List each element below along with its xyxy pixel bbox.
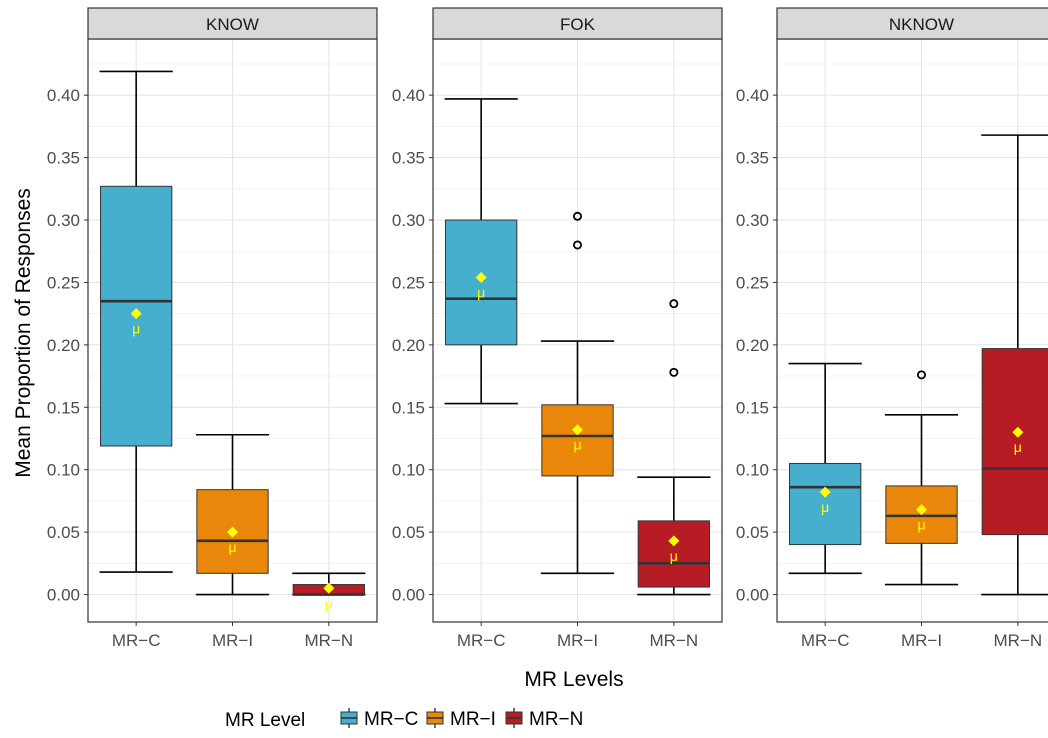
mean-marker [130, 308, 142, 320]
y-tick-label: 0.35 [47, 149, 80, 168]
mean-label: μ [917, 517, 925, 533]
facet-panels: μ μ μ KNOW 0.00 0.05 0.10 0.15 0.20 0.25 0.30 0.35 0… [47, 7, 1048, 650]
y-tick-label: 0.00 [47, 586, 80, 605]
mean-marker [1012, 426, 1024, 438]
y-tick-label: 0.30 [47, 211, 80, 230]
y-tick-label: 0.10 [392, 461, 425, 480]
legend: MR Level MR−C MR−I MR−N [225, 708, 583, 731]
y-tick-label: 0.40 [47, 86, 80, 105]
mean-marker [572, 424, 583, 436]
x-tick-label: MR−C [801, 631, 850, 650]
y-tick-label: 0.00 [392, 586, 425, 605]
outlier-point [669, 367, 679, 377]
box-iqr [541, 404, 614, 477]
legend-entry-2: MR−N [505, 708, 583, 730]
box-know-0: μ [99, 70, 173, 573]
facet-panel-know: μ μ μ KNOW 0.00 0.05 0.10 0.15 0.20 0.25 0.30 0.35 0… [47, 7, 378, 650]
facet-panel-nknow: μ μ μ NKNOW 0.00 0.05 0.10 0.15 0.20 0.25 0.30 0.35… [736, 7, 1048, 650]
x-tick-label: MR−N [994, 631, 1043, 650]
facet-strip [87, 7, 378, 40]
facet-strip-label: NKNOW [889, 15, 954, 34]
legend-entry-label: MR−N [529, 709, 583, 730]
box-fok-1: μ [540, 211, 615, 575]
y-tick-label: 0.05 [392, 523, 425, 542]
mean-marker [668, 535, 680, 547]
facet-strip [432, 7, 723, 40]
box-iqr [981, 348, 1048, 536]
legend-entry-label: MR−C [364, 709, 418, 730]
x-axis-title: MR Levels [524, 668, 623, 691]
y-tick-label: 0.15 [736, 398, 769, 417]
mean-label: μ [132, 321, 140, 337]
mean-marker [916, 504, 927, 516]
box-nknow-1: μ [884, 370, 959, 586]
y-tick-label: 0.05 [47, 523, 80, 542]
facet-strip [776, 7, 1048, 40]
mean-label: μ [325, 595, 333, 611]
y-tick-label: 0.20 [736, 336, 769, 355]
facet-panel-fok: μ μ μ FOK 0.00 0.05 0.10 0.15 0.20 0.25 0.30 0.35 0.… [392, 7, 723, 650]
y-tick-label: 0.25 [47, 273, 80, 292]
legend-title: MR Level [225, 710, 305, 731]
y-tick-label: 0.25 [736, 273, 769, 292]
y-tick-label: 0.35 [392, 149, 425, 168]
mean-label: μ [228, 539, 236, 555]
x-tick-label: MR−N [650, 631, 699, 650]
mean-label: μ [821, 499, 829, 515]
box-nknow-0: μ [788, 362, 862, 575]
y-tick-label: 0.05 [736, 523, 769, 542]
legend-entry-label: MR−I [450, 709, 496, 730]
mean-label: μ [477, 284, 485, 300]
y-tick-label: 0.15 [47, 398, 80, 417]
outlier-point [917, 370, 927, 380]
outlier-point [573, 211, 583, 221]
outlier-point [669, 299, 679, 309]
facet-strip-label: FOK [560, 15, 596, 34]
mean-marker [819, 486, 831, 498]
y-tick-label: 0.10 [736, 461, 769, 480]
mean-marker [323, 582, 335, 594]
y-axis-title: Mean Proportion of Responses [12, 188, 35, 478]
box-fok-0: μ [444, 98, 518, 405]
legend-entry-0: MR−C [340, 708, 418, 730]
mean-label: μ [670, 548, 678, 564]
x-tick-label: MR−C [112, 631, 161, 650]
legend-entry-1: MR−I [426, 708, 496, 730]
mean-label: μ [573, 437, 581, 453]
y-tick-label: 0.30 [736, 211, 769, 230]
box-fok-2: μ [637, 299, 711, 596]
y-tick-label: 0.15 [392, 398, 425, 417]
box-iqr [637, 520, 710, 588]
y-tick-label: 0.10 [47, 461, 80, 480]
y-tick-label: 0.25 [392, 273, 425, 292]
y-tick-label: 0.40 [736, 86, 769, 105]
outlier-point [573, 240, 583, 250]
y-tick-label: 0.30 [392, 211, 425, 230]
y-tick-label: 0.40 [392, 86, 425, 105]
box-know-2: μ [292, 572, 366, 611]
box-know-1: μ [195, 433, 270, 596]
x-tick-label: MR−I [212, 631, 253, 650]
facet-strip-label: KNOW [206, 15, 259, 34]
x-tick-label: MR−I [901, 631, 942, 650]
x-tick-label: MR−C [457, 631, 506, 650]
y-tick-label: 0.20 [392, 336, 425, 355]
y-tick-label: 0.20 [47, 336, 80, 355]
x-tick-label: MR−N [305, 631, 354, 650]
box-iqr [789, 462, 862, 546]
mean-marker [475, 271, 487, 283]
y-tick-label: 0.35 [736, 149, 769, 168]
y-tick-label: 0.00 [736, 586, 769, 605]
x-tick-label: MR−I [557, 631, 598, 650]
mean-label: μ [1014, 439, 1022, 455]
mean-marker [227, 526, 238, 538]
box-nknow-2: μ [981, 134, 1048, 596]
